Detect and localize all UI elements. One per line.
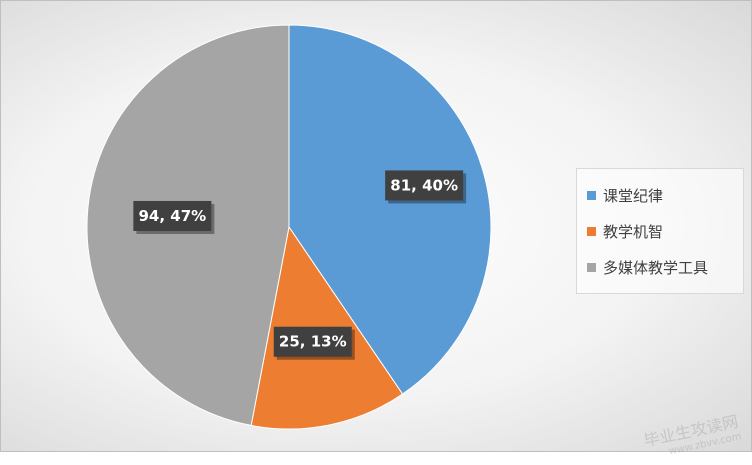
legend-swatch [587,226,596,236]
legend-item-multimedia-tools: 多媒体教学工具 [587,249,735,285]
pie-chart: 81, 40% 25, 13% 94, 47% [86,24,492,430]
data-label-box [273,326,352,357]
data-label-text: 81, 40% [390,176,458,194]
legend-swatch [587,190,596,200]
pie-slice-classroom-discipline [288,24,492,395]
legend-item-classroom-discipline: 课堂纪律 [587,177,735,213]
data-label-teaching-wit: 25, 13% [273,326,355,360]
legend-swatch [587,262,596,272]
data-label-classroom-discipline: 81, 40% [385,170,467,204]
data-label-box [385,170,464,201]
legend-label: 课堂纪律 [603,186,664,205]
data-label-text: 94, 47% [139,207,207,225]
data-label-text: 25, 13% [279,333,347,351]
data-label-box [133,200,212,231]
legend-label: 教学机智 [603,222,664,241]
legend-label: 多媒体教学工具 [603,258,709,277]
legend-item-teaching-wit: 教学机智 [587,213,735,249]
data-label-multimedia-tools: 94, 47% [133,200,215,234]
data-labels: 81, 40% 25, 13% 94, 47% [133,170,467,360]
legend: 课堂纪律 教学机智 多媒体教学工具 [576,168,744,294]
